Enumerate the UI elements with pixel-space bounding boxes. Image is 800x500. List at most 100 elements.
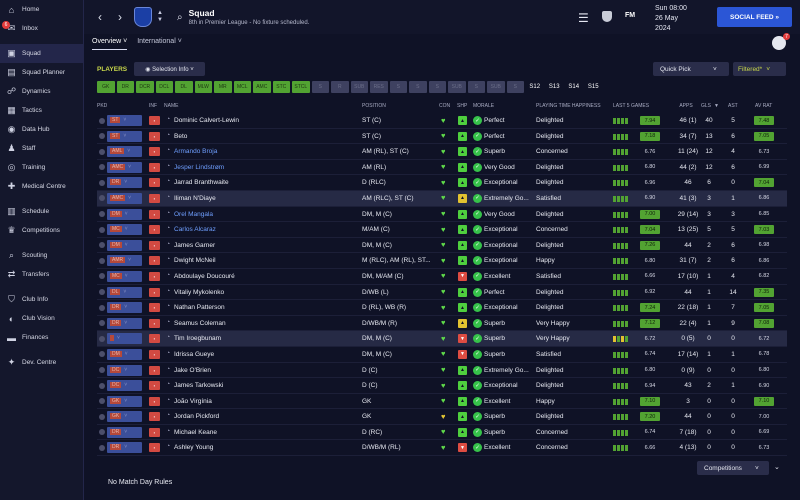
col-con[interactable]: CON: [439, 103, 451, 109]
status-flag-icon[interactable]: ▪: [149, 443, 160, 453]
position-filter-chip[interactable]: RES: [370, 81, 388, 93]
match-day-rules[interactable]: No Match Day Rules: [108, 479, 173, 486]
selection-dropdown[interactable]: DR ˅: [107, 426, 142, 438]
sidebar-item-squad[interactable]: ▣ Squad: [0, 44, 83, 63]
pick-toggle[interactable]: [99, 367, 105, 373]
status-flag-icon[interactable]: ▪: [149, 131, 160, 141]
manager-avatar[interactable]: [772, 36, 786, 50]
club-switch-icon[interactable]: ▲ ▼: [157, 10, 163, 23]
status-flag-icon[interactable]: ▪: [149, 381, 160, 391]
position-filter-chip[interactable]: GK: [97, 81, 115, 93]
player-name[interactable]: Nathan Patterson: [174, 304, 225, 312]
status-flag-icon[interactable]: ▪: [149, 318, 160, 328]
position-filter-chip[interactable]: SUB: [350, 81, 368, 93]
pick-toggle[interactable]: [99, 257, 105, 264]
sidebar-item-schedule[interactable]: ▥ Schedule: [0, 202, 83, 221]
pick-toggle[interactable]: [99, 398, 105, 405]
col-name[interactable]: NAME: [164, 103, 179, 109]
sidebar-item-club-info[interactable]: ⛉ Club Info: [0, 290, 83, 309]
status-flag-icon[interactable]: ▪: [149, 396, 160, 406]
social-feed-button[interactable]: SOCIAL FEED »: [717, 7, 792, 27]
selection-dropdown[interactable]: DR ˅: [107, 177, 142, 189]
player-name[interactable]: Iliman N'Diaye: [174, 194, 216, 202]
player-name[interactable]: Abdoulaye Doucouré: [174, 272, 235, 280]
club-crest-icon[interactable]: [134, 7, 152, 27]
player-name[interactable]: Jesper Lindstrøm: [174, 163, 225, 171]
game-date[interactable]: Sun 08:00 26 May 2024: [655, 4, 687, 34]
player-name[interactable]: Armando Broja: [174, 148, 218, 156]
table-row[interactable]: DC ˅ ▪ ◔ James Tarkowski D (C) ♥ ▲ ✓ Exceptional D…: [97, 378, 787, 394]
table-row[interactable]: AMC ˅ ▪ ◔ Iliman N'Diaye AM (RLC), ST (C) ♥ ▲ ✓ E…: [97, 190, 787, 207]
table-row[interactable]: DL ˅ ▪ ◔ Vitaliy Mykolenko D/WB (L) ♥ ▲ ✓ Perfect…: [97, 285, 787, 301]
player-name[interactable]: Jordan Pickford: [174, 413, 220, 421]
col-ast[interactable]: AST: [728, 103, 738, 109]
status-flag-icon[interactable]: ▪: [149, 209, 160, 219]
sidebar-item-competitions[interactable]: ♛ Competitions: [0, 221, 83, 240]
col-last5[interactable]: LAST 5 GAMES: [613, 103, 650, 109]
player-name[interactable]: Michael Keane: [174, 428, 217, 436]
sidebar-item-staff[interactable]: ♟ Staff: [0, 139, 83, 158]
selection-dropdown[interactable]: DM ˅: [107, 208, 142, 220]
sidebar-item-inbox[interactable]: ✉ Inbox 6: [0, 19, 83, 38]
table-row[interactable]: DM ˅ ▪ ◔ James Garner DM, M (C) ♥ ▲ ✓ Exceptional…: [97, 238, 787, 254]
col-gls[interactable]: GLS: [701, 103, 712, 109]
pick-toggle[interactable]: [99, 195, 105, 202]
status-flag-icon[interactable]: ▪: [149, 116, 160, 125]
pick-toggle[interactable]: [99, 148, 105, 155]
selection-dropdown[interactable]: GK ˅: [107, 395, 142, 407]
sidebar-item-medical-centre[interactable]: ✚ Medical Centre: [0, 177, 83, 196]
status-flag-icon[interactable]: ▪: [149, 240, 160, 250]
table-row[interactable]: DR ˅ ▪ ◔ Ashley Young D/WB/M (RL) ♥ ▼ ✓ Excellent…: [97, 440, 787, 457]
pick-toggle[interactable]: [99, 289, 105, 296]
expand-chevron-icon[interactable]: ⌄: [774, 464, 780, 471]
sidebar-item-tactics[interactable]: ▦ Tactics: [0, 101, 83, 120]
position-filter-chip[interactable]: S: [506, 81, 524, 93]
back-arrow-icon[interactable]: ‹: [98, 10, 102, 24]
selection-dropdown[interactable]: MC ˅: [107, 224, 142, 236]
selection-dropdown[interactable]: AMC ˅: [107, 192, 142, 204]
player-name[interactable]: Ashley Young: [174, 444, 214, 452]
position-filter-chip[interactable]: S: [311, 81, 329, 93]
age-group-filter[interactable]: S12: [529, 84, 541, 90]
pick-toggle[interactable]: [99, 211, 105, 218]
status-flag-icon[interactable]: ▪: [149, 147, 160, 157]
table-row[interactable]: DR ˅ ▪ ◔ Seamus Coleman D/WB/M (R) ♥ ▲ ✓ Superb Ve…: [97, 316, 787, 332]
selection-dropdown[interactable]: DC ˅: [107, 364, 142, 376]
status-flag-icon[interactable]: ▪: [149, 271, 160, 281]
player-name[interactable]: Seamus Coleman: [174, 319, 226, 327]
player-name[interactable]: João Virgínia: [174, 397, 212, 405]
sort-arrow-icon[interactable]: ▼: [714, 103, 719, 109]
table-row[interactable]: ST ˅ ▪ ◔ Dominic Calvert-Lewin ST (C) ♥ ▲ ✓ Perfe…: [97, 113, 787, 129]
player-name[interactable]: Jarrad Branthwaite: [174, 179, 229, 187]
pick-toggle[interactable]: [99, 273, 105, 280]
status-flag-icon[interactable]: ▪: [149, 412, 160, 422]
pick-toggle[interactable]: [99, 382, 105, 389]
position-filter-chip[interactable]: AMC: [253, 81, 271, 93]
age-group-filter[interactable]: S14: [568, 84, 580, 90]
position-filter-chip[interactable]: S: [467, 81, 485, 93]
table-row[interactable]: ST ˅ ▪ ◔ Beto ST (C) ♥ ▲ ✓ Perfect Delighted 7.18 34…: [97, 129, 787, 145]
col-avrat[interactable]: AV RAT: [755, 103, 773, 109]
pick-toggle[interactable]: [99, 164, 105, 171]
table-row[interactable]: GK ˅ ▪ ◔ Jordan Pickford GK ♥ ▲ ✓ Superb Delighted…: [97, 409, 787, 425]
position-filter-chip[interactable]: SUB: [487, 81, 505, 93]
status-flag-icon[interactable]: ▪: [149, 178, 160, 188]
table-row[interactable]: MC ˅ ▪ ◔ Abdoulaye Doucouré DM, M/AM (C) ♥ ▼ ✓ Ex…: [97, 269, 787, 285]
sidebar-item-training[interactable]: ◎ Training: [0, 158, 83, 177]
table-row[interactable]: AMR ˅ ▪ ◔ Dwight McNeil M (RLC), AM (RL), ST.…: [97, 253, 787, 269]
filtered-dropdown[interactable]: Filtered* ˅: [733, 62, 786, 76]
status-flag-icon[interactable]: ▪: [149, 349, 160, 359]
table-row[interactable]: DM ˅ ▪ ◔ Orel Mangala DM, M (C) ♥ ▲ ✓ Very Good De…: [97, 207, 787, 223]
competitions-dropdown[interactable]: Competitions ˅: [697, 461, 769, 475]
player-name[interactable]: Jake O'Brien: [174, 366, 212, 374]
tab-overview[interactable]: Overview ˅: [92, 38, 128, 50]
col-position[interactable]: POSITION: [362, 103, 386, 109]
sidebar-item-dynamics[interactable]: ☍ Dynamics: [0, 82, 83, 101]
player-name[interactable]: Vitaliy Mykolenko: [174, 288, 225, 296]
col-apps[interactable]: APPS: [679, 103, 693, 109]
sidebar-item-home[interactable]: ⌂ Home: [0, 0, 83, 19]
status-flag-icon[interactable]: ▪: [149, 225, 160, 235]
selection-info-button[interactable]: ◉ Selection Info ˅: [134, 62, 205, 76]
selection-dropdown[interactable]: ST ˅: [107, 130, 142, 142]
player-name[interactable]: Dominic Calvert-Lewin: [174, 117, 240, 124]
